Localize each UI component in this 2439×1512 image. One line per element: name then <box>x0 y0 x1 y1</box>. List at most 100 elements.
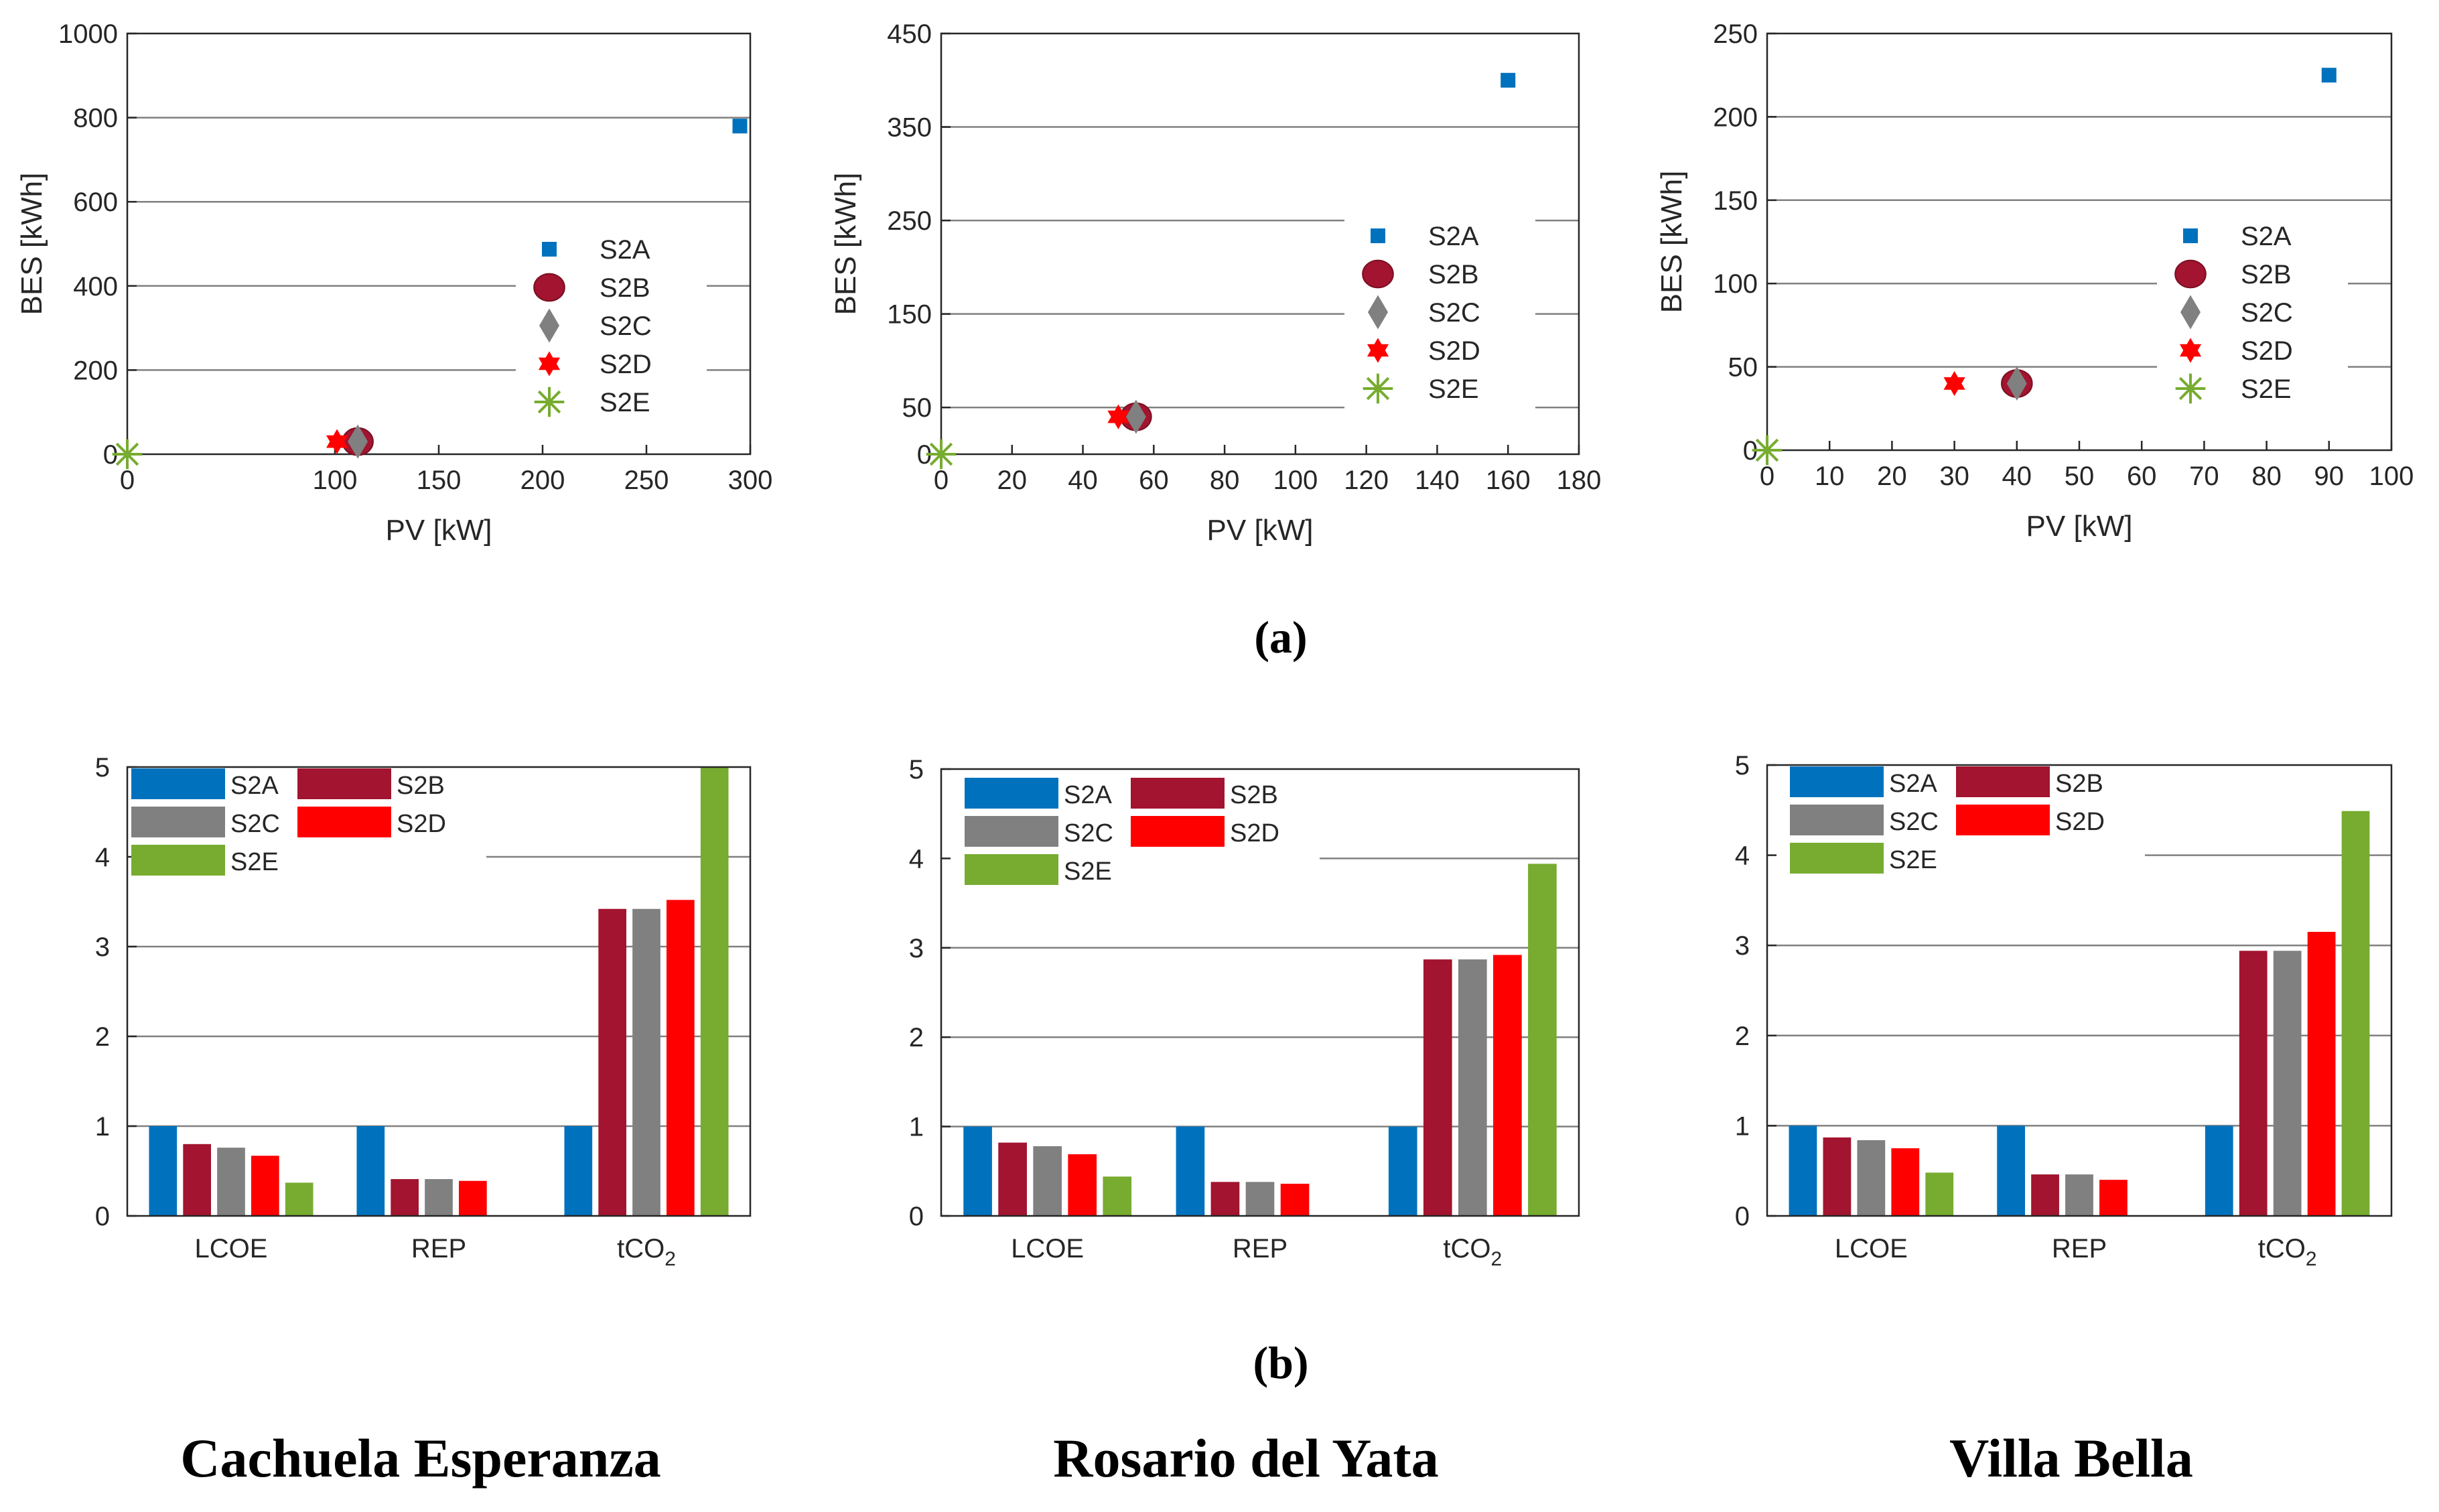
data-point-s2e <box>1752 435 1783 466</box>
x-tick-label: 0 <box>1760 462 1774 491</box>
legend-label-s2d: S2D <box>2241 336 2293 366</box>
legend-swatch-s2b <box>1131 778 1225 809</box>
legend-label-s2a: S2A <box>230 772 279 800</box>
bar-s2d-rep <box>458 1180 487 1216</box>
legend-label-s2b: S2B <box>397 772 445 800</box>
x-tick-label: 100 <box>313 466 358 495</box>
legend-swatch-s2e <box>965 854 1058 885</box>
y-tick-label: 200 <box>73 356 118 385</box>
x-tick-label: 30 <box>1939 462 1969 491</box>
bar-s2a-lcoe <box>1789 1125 1817 1216</box>
data-point-s2d <box>326 429 348 454</box>
x-category-label: tCO2 <box>2258 1234 2317 1270</box>
bar-s2d-tco2 <box>1493 955 1522 1216</box>
legend-label-s2e: S2E <box>2241 374 2292 404</box>
data-point-s2d <box>1107 404 1129 429</box>
y-tick-label: 4 <box>909 844 924 874</box>
bar-s2b-lcoe <box>1823 1137 1852 1216</box>
legend-marker-s2c <box>1368 295 1388 330</box>
legend-label-s2d: S2D <box>600 350 652 379</box>
y-tick-label: 4 <box>95 843 110 872</box>
data-point-s2a <box>1501 72 1516 88</box>
x-axis-label: PV [kW] <box>2026 510 2133 543</box>
x-tick-label: 80 <box>2251 462 2282 491</box>
site-name-cachuela-esperanza: Cachuela Esperanza <box>180 1428 661 1489</box>
x-tick-label: 150 <box>417 466 462 495</box>
x-axis-label: PV [kW] <box>1207 514 1314 547</box>
y-tick-label: 0 <box>1735 1202 1750 1231</box>
x-tick-label: 60 <box>1139 466 1169 495</box>
x-tick-label: 200 <box>520 466 565 495</box>
data-point-s2c <box>1125 399 1146 434</box>
legend-marker-s2b <box>1362 259 1394 289</box>
x-category-label: tCO2 <box>617 1234 676 1270</box>
legend-marker-s2e-stroke <box>1366 376 1390 401</box>
bar-s2a-tco2 <box>1388 1126 1417 1216</box>
legend-label-s2c: S2C <box>600 312 652 341</box>
x-tick-label: 300 <box>728 466 773 495</box>
bar-s2d-rep <box>2099 1180 2128 1216</box>
data-point-s2e <box>112 439 143 470</box>
bar-s2b-lcoe <box>998 1142 1027 1216</box>
y-tick-label: 350 <box>887 113 932 143</box>
data-point-s2d <box>1943 370 1965 397</box>
x-category-label: REP <box>1233 1234 1287 1263</box>
legend-marker-s2c <box>539 308 559 343</box>
axes-box <box>126 766 752 1217</box>
bar-s2d-lcoe <box>1891 1148 1920 1216</box>
bar-s2c-lcoe <box>217 1148 245 1216</box>
x-tick-label: 0 <box>120 466 135 495</box>
site-name-villa-bella: Villa Bella <box>1949 1428 2193 1489</box>
axes-box <box>1766 764 2393 1217</box>
x-tick-label: 250 <box>624 466 669 495</box>
bar-s2e-tco2 <box>2341 811 2370 1216</box>
legend-swatch-s2e <box>1790 843 1884 874</box>
y-tick-label: 0 <box>1743 436 1758 466</box>
x-category-label: REP <box>411 1234 466 1263</box>
data-point-s2d-part <box>326 435 348 454</box>
data-point-s2e-stroke <box>929 442 953 466</box>
x-category-label: tCO2 <box>1443 1234 1502 1270</box>
y-tick-label: 5 <box>95 753 110 782</box>
y-tick-label: 800 <box>73 104 118 133</box>
y-tick-label: 1 <box>909 1113 924 1142</box>
bar-s2e-tco2 <box>700 767 729 1216</box>
legend-label-s2b: S2B <box>600 273 650 303</box>
x-tick-label: 50 <box>2065 462 2095 491</box>
bar-s2b-lcoe <box>183 1144 212 1216</box>
legend-label-s2b: S2B <box>2055 770 2103 798</box>
legend-swatch-s2c <box>1790 805 1884 835</box>
legend-swatch-s2a <box>965 778 1058 809</box>
legend-marker-s2e <box>2175 373 2206 404</box>
y-tick-label: 3 <box>95 933 110 962</box>
bar-s2b-rep <box>2031 1174 2059 1216</box>
y-tick-label: 1000 <box>58 19 118 49</box>
data-point-s2a <box>2321 68 2337 83</box>
y-tick-label: 3 <box>1735 931 1750 961</box>
scatter-chart-rosario-del-yata: 0 20 40 60 80 100 120 140 160 180 0 50 150 250 350 450 P… <box>829 19 1601 547</box>
x-category-label: LCOE <box>195 1234 268 1263</box>
legend-label-s2e: S2E <box>230 848 279 876</box>
legend-marker-s2a <box>1371 228 1385 243</box>
data-point-s2a <box>732 119 748 134</box>
y-tick-label: 5 <box>909 755 924 784</box>
site-name-rosario-del-yata: Rosario del Yata <box>1053 1428 1439 1489</box>
legend-marker-s2e-stroke <box>2178 376 2203 401</box>
y-tick-label: 0 <box>95 1202 110 1231</box>
data-point-s2e <box>926 439 957 470</box>
legend-label-s2a: S2A <box>600 235 650 265</box>
data-point-s2d-part <box>1107 410 1129 429</box>
legend-swatch-s2a <box>131 768 225 799</box>
data-point-s2e-stroke <box>1755 438 1779 462</box>
legend-marker-s2d-part <box>2179 344 2202 363</box>
x-tick-label: 80 <box>1210 466 1240 495</box>
legend-label-s2d: S2D <box>397 810 446 838</box>
y-axis-label: BES [kWh] <box>15 173 48 316</box>
axes-box <box>940 768 1580 1217</box>
bar-s2a-tco2 <box>2205 1125 2233 1216</box>
bar-s2e-lcoe <box>1925 1172 1954 1216</box>
y-tick-label: 450 <box>887 19 932 49</box>
x-tick-label: 20 <box>1877 462 1907 491</box>
legend-label-s2a: S2A <box>2241 222 2292 251</box>
